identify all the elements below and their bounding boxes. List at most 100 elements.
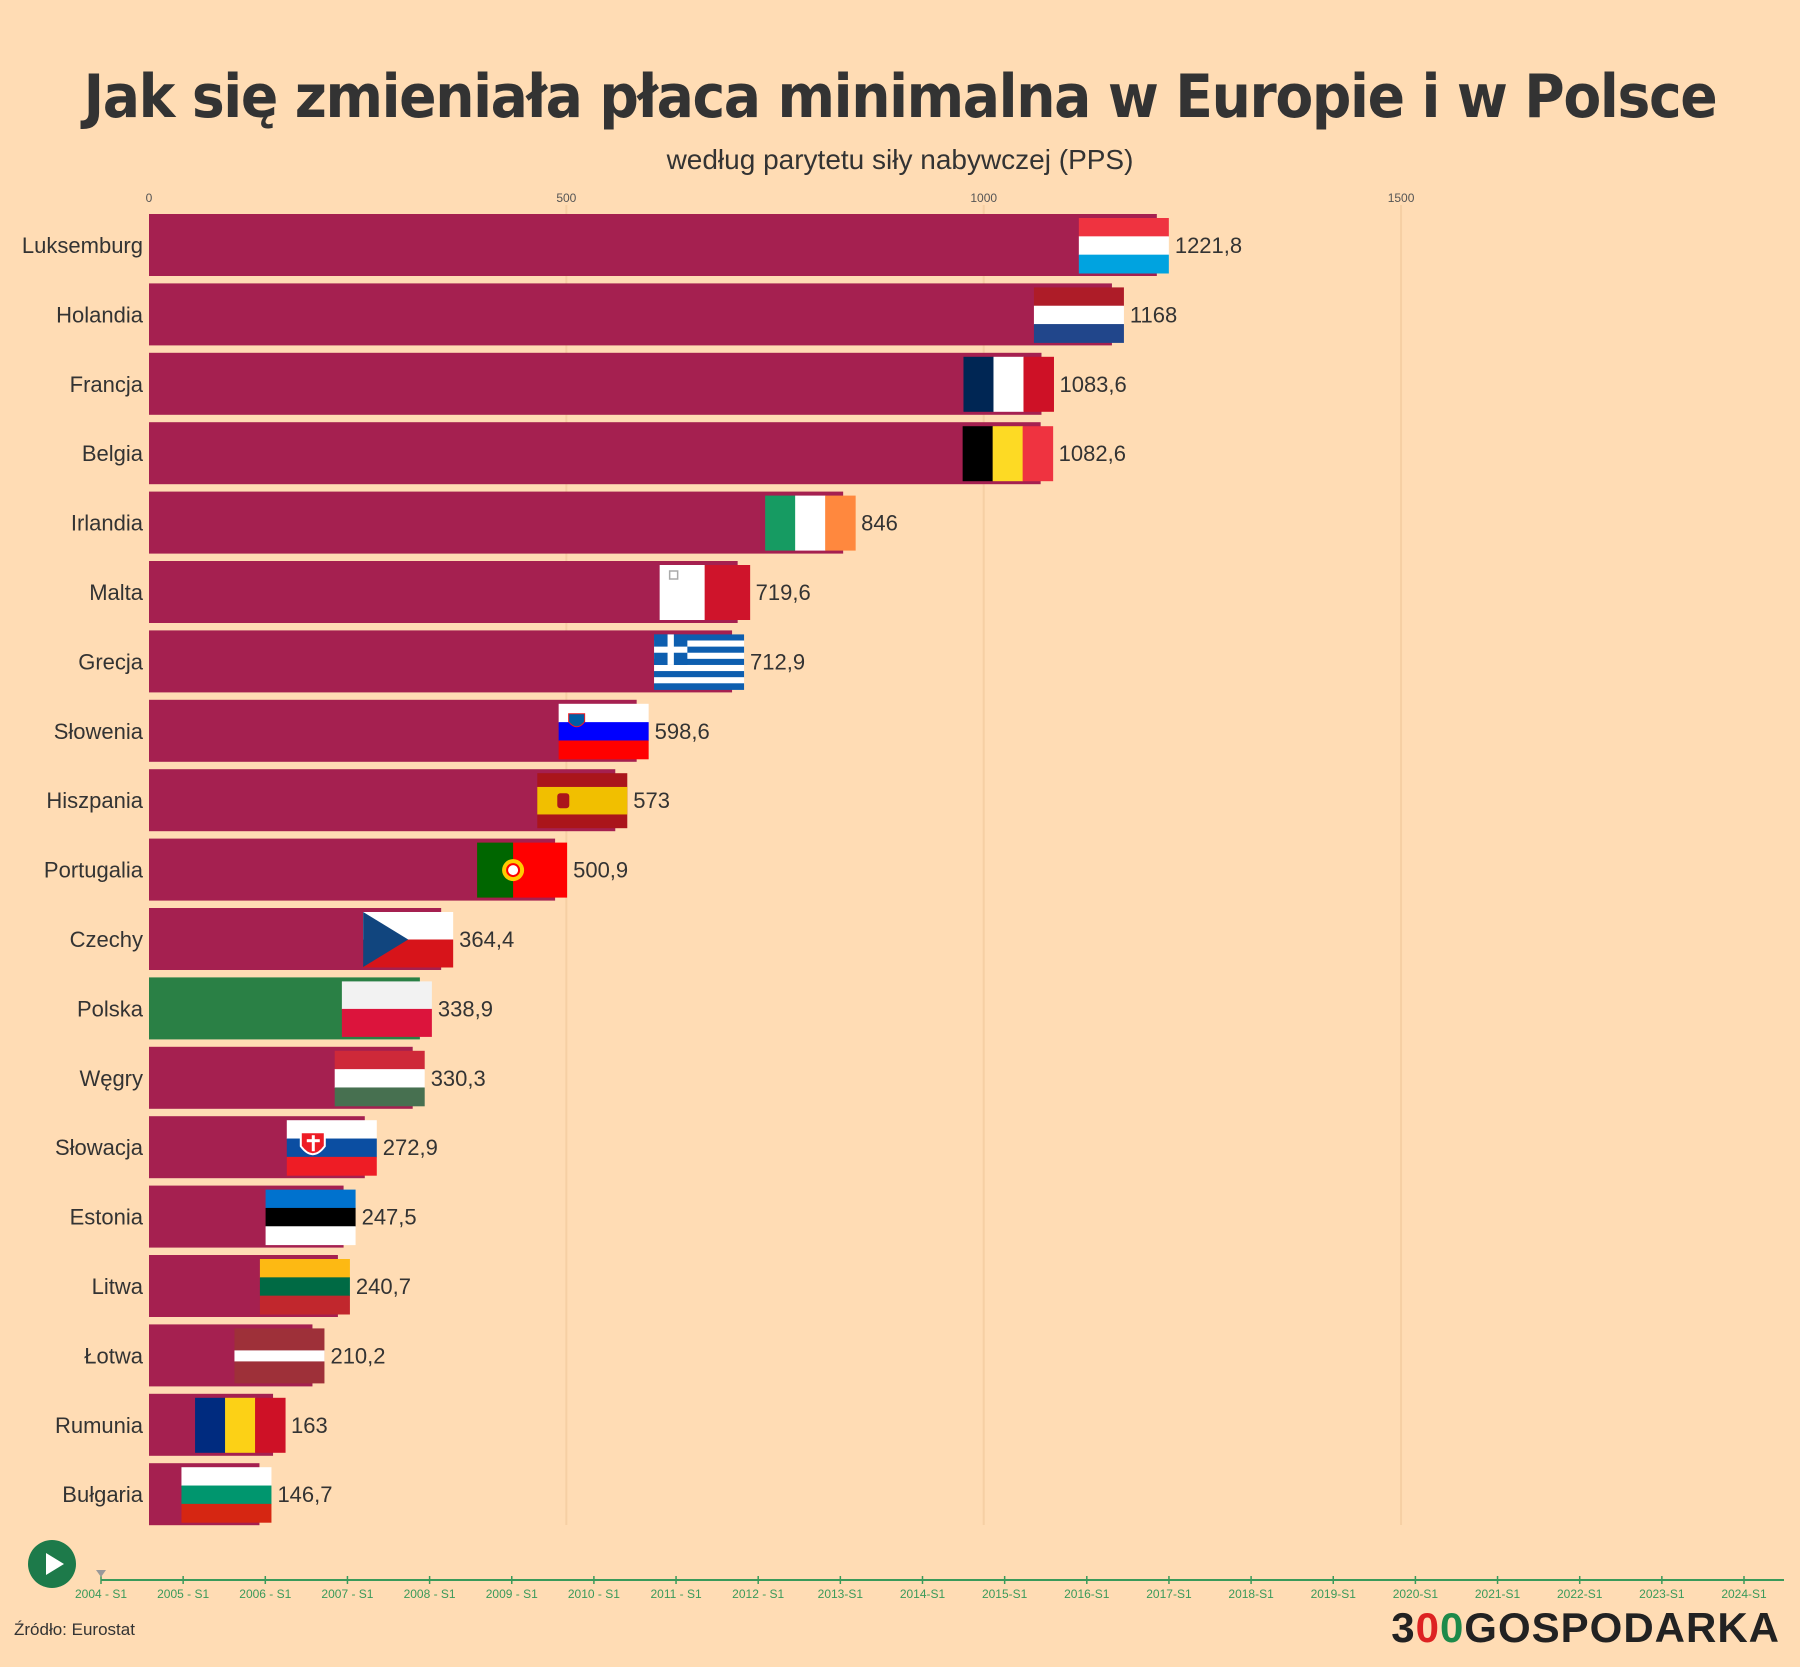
value-label: 598,6 <box>655 719 710 744</box>
category-label: Rumunia <box>55 1413 144 1438</box>
timeline-label[interactable]: 2018-S1 <box>1228 1587 1274 1600</box>
timeline-label[interactable]: 2005 - S1 <box>157 1587 209 1600</box>
category-label: Czechy <box>70 927 143 952</box>
timeline-label[interactable]: 2006 - S1 <box>239 1587 291 1600</box>
value-label: 338,9 <box>438 996 493 1021</box>
bar <box>149 699 637 762</box>
logo-text: GOSPODARKA <box>1464 1604 1780 1651</box>
timeline-label[interactable]: 2021-S1 <box>1475 1587 1521 1600</box>
timeline-label[interactable]: 2019-S1 <box>1311 1587 1357 1600</box>
timeline-label[interactable]: 2023-S1 <box>1639 1587 1685 1600</box>
category-label: Luksemburg <box>22 233 143 258</box>
category-label: Słowacja <box>55 1135 144 1160</box>
value-label: 272,9 <box>383 1135 438 1160</box>
bar <box>149 214 1157 276</box>
category-label: Bułgaria <box>62 1482 143 1507</box>
value-label: 846 <box>861 511 898 536</box>
value-label: 330,3 <box>431 1066 486 1091</box>
logo-digit: 3 <box>1391 1604 1416 1651</box>
estonia-flag <box>265 1189 356 1246</box>
czechia-flag <box>363 912 454 968</box>
source-note: Źródło: Eurostat <box>14 1620 135 1639</box>
hungary-flag <box>334 1050 425 1107</box>
category-label: Grecja <box>78 649 144 674</box>
timeline-label[interactable]: 2016-S1 <box>1064 1587 1110 1600</box>
timeline-label[interactable]: 2011 - S1 <box>650 1587 701 1600</box>
value-label: 500,9 <box>573 858 628 883</box>
value-label: 573 <box>633 788 670 813</box>
value-label: 1082,6 <box>1059 441 1126 466</box>
x-tick-label: 1000 <box>970 191 997 205</box>
x-tick-label: 500 <box>556 191 576 205</box>
bar-chart: 0 500 1000 1500 Luksemburg 1221,8 Holandia 1168… <box>22 191 1784 1600</box>
chart-subtitle: według parytetu siły nabywczej (PPS) <box>666 144 1134 175</box>
timeline-label[interactable]: 2012 - S1 <box>732 1587 784 1600</box>
bar <box>149 352 1042 415</box>
category-label: Hiszpania <box>46 788 143 813</box>
value-label: 146,7 <box>277 1482 332 1507</box>
logo-digit: 0 <box>1439 1604 1465 1651</box>
play-icon <box>46 1553 64 1575</box>
logo-digit: 0 <box>1415 1604 1440 1651</box>
slovakia-flag <box>286 1120 377 1176</box>
slovenia-flag <box>558 703 649 760</box>
category-label: Holandia <box>56 302 144 327</box>
category-label: Malta <box>89 580 144 605</box>
latvia-flag <box>234 1328 325 1384</box>
timeline-label[interactable]: 2024-S1 <box>1721 1587 1767 1600</box>
bar <box>149 491 844 554</box>
greece-flag <box>654 634 745 690</box>
bar <box>149 630 733 693</box>
x-tick-label: 1500 <box>1388 191 1415 205</box>
timeline-label[interactable]: 2017-S1 <box>1146 1587 1192 1600</box>
value-label: 247,5 <box>362 1205 417 1230</box>
value-label: 364,4 <box>459 927 514 952</box>
timeline-label[interactable]: 2010 - S1 <box>568 1587 620 1600</box>
category-label: Portugalia <box>44 858 144 883</box>
romania-flag <box>195 1397 286 1453</box>
timeline-label[interactable]: 2008 - S1 <box>404 1587 456 1600</box>
bulgaria-flag <box>181 1467 272 1523</box>
value-label: 210,2 <box>330 1343 385 1368</box>
category-label: Łotwa <box>84 1343 143 1368</box>
category-label: Francja <box>70 372 144 397</box>
bar <box>149 283 1112 346</box>
category-label: Węgry <box>79 1066 143 1091</box>
timeline-label[interactable]: 2007 - S1 <box>321 1587 373 1600</box>
lithuania-flag <box>259 1259 350 1315</box>
malta-flag <box>659 565 751 620</box>
bar <box>149 561 738 623</box>
value-label: 1083,6 <box>1059 372 1126 397</box>
value-label: 1221,8 <box>1175 233 1242 258</box>
category-label: Słowenia <box>54 719 144 744</box>
value-label: 163 <box>291 1413 328 1438</box>
category-label: Polska <box>77 996 144 1021</box>
value-label: 712,9 <box>750 649 805 674</box>
timeline-label[interactable]: 2014-S1 <box>900 1587 946 1600</box>
france-flag <box>963 356 1054 412</box>
timeline-handle[interactable] <box>96 1570 106 1577</box>
timeline-label[interactable]: 2015-S1 <box>982 1587 1028 1600</box>
poland-flag <box>341 981 432 1037</box>
category-label: Belgia <box>82 441 144 466</box>
timeline-label[interactable]: 2009 - S1 <box>486 1587 538 1600</box>
chart-title: Jak się zmieniała płaca minimalna w Euro… <box>83 62 1718 132</box>
category-label: Irlandia <box>71 511 144 536</box>
value-label: 240,7 <box>356 1274 411 1299</box>
belgium-flag <box>962 426 1054 482</box>
category-label: Litwa <box>92 1274 144 1299</box>
play-button[interactable] <box>28 1540 76 1588</box>
timeline-label[interactable]: 2013-S1 <box>818 1587 864 1600</box>
timeline-label[interactable]: 2004 - S1 <box>75 1587 127 1600</box>
timeline-label[interactable]: 2020-S1 <box>1393 1587 1439 1600</box>
netherlands-flag <box>1033 287 1124 343</box>
portugal-flag <box>477 842 568 898</box>
spain-flag <box>537 773 628 829</box>
luxembourg-flag <box>1078 218 1169 274</box>
x-tick-label: 0 <box>146 191 153 205</box>
value-label: 719,6 <box>756 580 811 605</box>
timeline-label[interactable]: 2022-S1 <box>1557 1587 1603 1600</box>
ireland-flag <box>765 495 856 551</box>
value-label: 1168 <box>1130 302 1177 327</box>
category-label: Estonia <box>70 1205 144 1230</box>
